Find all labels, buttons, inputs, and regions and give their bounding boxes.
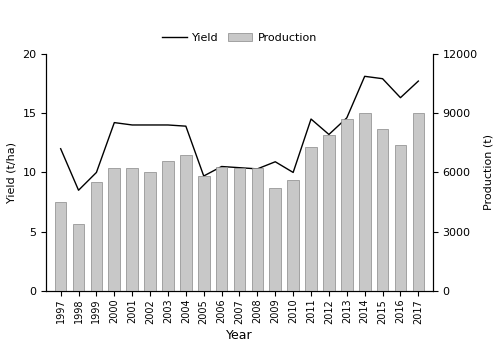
Bar <box>126 169 138 291</box>
Y-axis label: Production (t): Production (t) <box>483 134 493 210</box>
Bar <box>55 202 66 291</box>
Bar <box>180 155 192 291</box>
Bar <box>252 169 263 291</box>
Bar <box>72 224 85 291</box>
Bar <box>288 180 299 291</box>
Bar <box>305 147 317 291</box>
Bar <box>108 169 120 291</box>
Legend: Yield, Production: Yield, Production <box>158 29 322 47</box>
Bar <box>394 145 406 291</box>
X-axis label: Year: Year <box>226 329 253 342</box>
Bar <box>377 129 388 291</box>
Bar <box>341 119 352 291</box>
Y-axis label: Yield (t/ha): Yield (t/ha) <box>7 142 17 203</box>
Bar <box>270 188 281 291</box>
Bar <box>412 113 424 291</box>
Bar <box>216 166 228 291</box>
Bar <box>198 176 209 291</box>
Bar <box>234 169 245 291</box>
Bar <box>90 182 102 291</box>
Bar <box>144 172 156 291</box>
Bar <box>323 135 334 291</box>
Bar <box>162 161 174 291</box>
Bar <box>359 113 370 291</box>
